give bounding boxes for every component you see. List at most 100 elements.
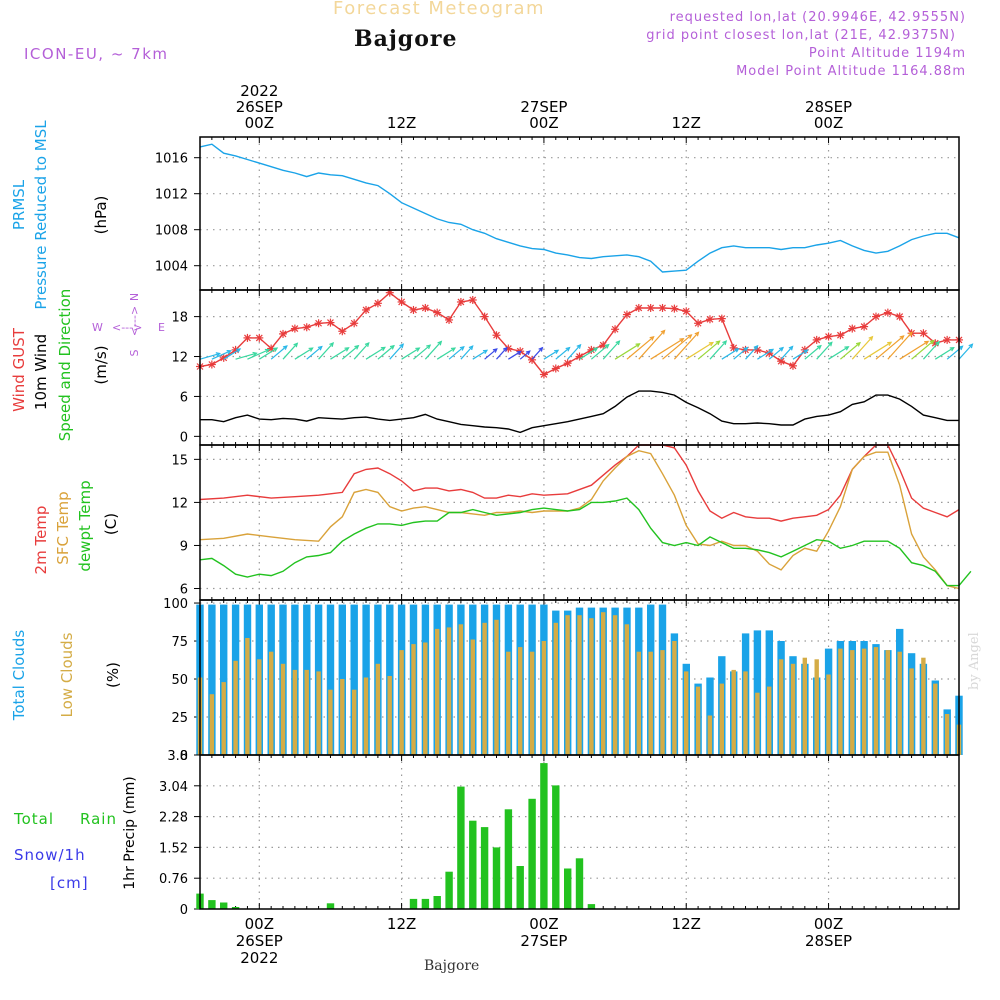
wind-arrow-head (908, 331, 913, 337)
bar-low_clouds (944, 714, 950, 755)
wind-arrow-shaft (294, 347, 313, 360)
wind-arrow-head (868, 335, 874, 341)
wind-arrow-shaft (413, 344, 431, 360)
wind-arrow-shaft (424, 341, 442, 360)
bar-low_clouds (695, 686, 701, 755)
wind-arrow-shaft (496, 347, 508, 360)
bar-low_clouds (352, 689, 357, 755)
time-label-bottom: 00Z (529, 915, 558, 933)
wind-arrow-shaft (757, 348, 774, 360)
total-clouds-label: Total Clouds (10, 630, 28, 722)
wind-arrow-shaft (602, 340, 620, 360)
wind-arrow-shaft (235, 352, 257, 360)
time-label-bottom: 12Z (387, 915, 416, 933)
wind-arrow-shaft (804, 345, 822, 360)
gust-marker (634, 303, 643, 312)
bar-low_clouds (672, 641, 677, 755)
wind-arrow (306, 345, 323, 360)
wind-arrow (780, 345, 794, 360)
time-label-top: 28SEP (805, 98, 852, 116)
dewpt-label: dewpt Temp (76, 480, 94, 571)
marker-stroke (350, 319, 358, 327)
bar-rain (326, 903, 335, 909)
wind-arrow-head (844, 346, 850, 351)
marker-stroke (718, 315, 726, 323)
marker-stroke (670, 305, 678, 313)
wind-arrow-head (415, 347, 421, 352)
wind-arrow-shaft (614, 343, 640, 360)
wind-arrow-head (768, 348, 775, 354)
bar-low_clouds (494, 619, 499, 755)
wind-arrow (579, 347, 599, 360)
wind-arrow (401, 347, 421, 360)
wind-arrow (816, 341, 833, 360)
bar-low_clouds (292, 669, 298, 755)
bar-low_clouds (304, 669, 309, 755)
compass-north: N (128, 293, 141, 301)
wind-arrow (211, 350, 232, 360)
ytick-label: 3.04 (159, 780, 188, 795)
marker-stroke (730, 344, 738, 352)
gust-label: Wind GUST (10, 327, 28, 412)
grid-point-coords: grid point closest lon,lat (21E, 42.9375… (646, 28, 956, 43)
bar-low_clouds (423, 642, 428, 755)
wind-arrow-shaft (650, 338, 684, 360)
wind-arrow (318, 342, 335, 360)
wind-arrow-shaft (401, 347, 420, 360)
gust-marker (670, 304, 679, 313)
ytick-label: 2.28 (159, 811, 188, 826)
gust-marker (433, 308, 442, 317)
marker-stroke (291, 325, 299, 333)
bar-low_clouds (790, 663, 796, 755)
wind-arrow (247, 348, 271, 360)
wind-arrow-shaft (567, 344, 581, 360)
wind-arrow (922, 340, 940, 360)
gust-marker (788, 361, 797, 370)
bar-low_clouds (280, 663, 286, 755)
wind-arrow (484, 348, 498, 360)
gust-marker (895, 312, 904, 321)
wind-arrow-shaft (958, 343, 973, 360)
bar-total_clouds (326, 604, 335, 755)
wind-arrow-shaft (934, 347, 955, 360)
ytick-label: 1016 (155, 152, 188, 167)
wind-arrow-head (958, 345, 964, 351)
bar-low_clouds (387, 676, 392, 755)
ytick-label: 18 (171, 311, 188, 326)
gust-marker (480, 312, 489, 321)
wind-arrow-shaft (721, 348, 739, 360)
panel-wind (194, 288, 974, 446)
bar-low_clouds (399, 650, 404, 755)
time-label-top: 00Z (245, 114, 274, 132)
wind-arrow (531, 346, 544, 360)
wind-arrow-head (708, 341, 715, 347)
wind-arrow-head (450, 347, 457, 352)
time-label-bottom: 2022 (240, 949, 278, 967)
bar-low_clouds (375, 663, 381, 755)
wind-arrow-shaft (330, 347, 349, 360)
ytick-label: 0.76 (159, 872, 188, 887)
marker-stroke (279, 330, 287, 338)
gust-marker (646, 303, 655, 312)
ytick-label: 1.52 (159, 841, 188, 856)
wind-arrow-head (235, 348, 242, 353)
wind-arrow (614, 343, 641, 360)
wind-arrow-shaft (484, 348, 498, 360)
marker-stroke (267, 345, 275, 352)
bar-rain (457, 786, 465, 909)
marker-stroke (576, 353, 583, 360)
bar-low_clouds (719, 683, 724, 755)
wind-arrow-shaft (590, 344, 610, 360)
point-altitude: Point Altitude 1194m (808, 46, 966, 61)
wind-arrow (673, 331, 700, 360)
wind-arrow (875, 335, 905, 360)
wind-arrow-head (855, 341, 861, 347)
panel-frame (199, 136, 960, 291)
bar-low_clouds (209, 694, 215, 755)
gust-marker (682, 307, 691, 316)
gust-marker (373, 299, 382, 308)
wind-arrow-head (364, 342, 370, 348)
bar-rain (552, 785, 560, 909)
wind-arrow-shaft (745, 345, 759, 360)
wind-arrow (377, 344, 395, 360)
